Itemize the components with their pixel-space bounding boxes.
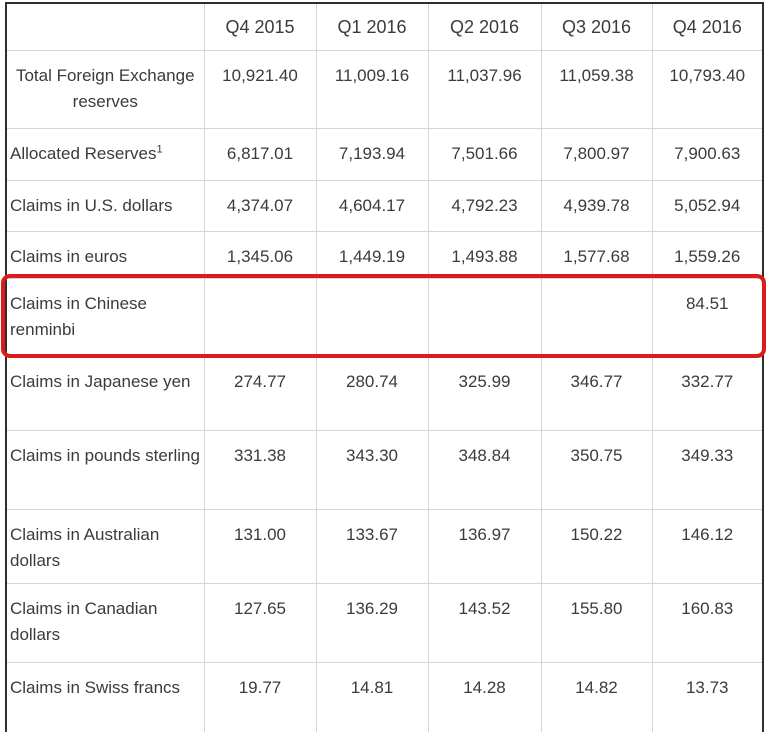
cell-value: 6,817.01 [203, 128, 317, 181]
header-row: Q4 2015 Q1 2016 Q2 2016 Q3 2016 Q4 2016 [5, 2, 764, 51]
cell-value: 127.65 [203, 583, 317, 663]
row-label: Claims in Chinese renminbi [5, 278, 205, 357]
cell-value: 13.73 [651, 662, 764, 732]
cell-value [203, 278, 317, 357]
cell-value: 14.82 [540, 662, 653, 732]
column-header-q1-2016: Q1 2016 [315, 2, 429, 51]
table-row-allocated-reserves: Allocated Reserves1 6,817.01 7,193.94 7,… [5, 128, 764, 181]
cell-value: 5,052.94 [651, 180, 764, 232]
cell-value: 1,449.19 [315, 231, 429, 279]
cell-value: 7,900.63 [651, 128, 764, 181]
row-label: Claims in Swiss francs [5, 662, 205, 732]
row-label: Allocated Reserves1 [5, 128, 205, 181]
cell-value: 10,793.40 [651, 50, 764, 129]
cell-value: 136.97 [427, 509, 542, 584]
cell-value: 331.38 [203, 430, 317, 510]
corner-cell [5, 2, 205, 51]
cell-value: 274.77 [203, 356, 317, 431]
cell-value: 343.30 [315, 430, 429, 510]
cell-value [315, 278, 429, 357]
cell-value: 1,345.06 [203, 231, 317, 279]
row-label: Claims in pounds sterling [5, 430, 205, 510]
row-label: Claims in U.S. dollars [5, 180, 205, 232]
cell-value: 1,577.68 [540, 231, 653, 279]
cell-value: 350.75 [540, 430, 653, 510]
row-label: Claims in euros [5, 231, 205, 279]
cell-value: 349.33 [651, 430, 764, 510]
cell-value: 1,559.26 [651, 231, 764, 279]
cell-value: 160.83 [651, 583, 764, 663]
table-row-euros: Claims in euros 1,345.06 1,449.19 1,493.… [5, 231, 764, 279]
table-row-japanese-yen: Claims in Japanese yen 274.77 280.74 325… [5, 356, 764, 431]
cell-value: 7,501.66 [427, 128, 542, 181]
cell-value: 19.77 [203, 662, 317, 732]
cell-value: 150.22 [540, 509, 653, 584]
row-label: Claims in Australian dollars [5, 509, 205, 584]
table-row-us-dollars: Claims in U.S. dollars 4,374.07 4,604.17… [5, 180, 764, 232]
cell-value: 348.84 [427, 430, 542, 510]
cell-value: 143.52 [427, 583, 542, 663]
cell-value: 14.28 [427, 662, 542, 732]
column-header-q2-2016: Q2 2016 [427, 2, 542, 51]
cell-value: 332.77 [651, 356, 764, 431]
row-label-text: Allocated Reserves [10, 144, 157, 163]
row-label: Claims in Japanese yen [5, 356, 205, 431]
cell-value: 4,939.78 [540, 180, 653, 232]
cell-value: 14.81 [315, 662, 429, 732]
cell-value: 280.74 [315, 356, 429, 431]
cell-value [540, 278, 653, 357]
column-header-q4-2015: Q4 2015 [203, 2, 317, 51]
cell-value: 131.00 [203, 509, 317, 584]
table-row-chinese-renminbi: Claims in Chinese renminbi 84.51 [5, 278, 764, 357]
cell-value [427, 278, 542, 357]
cell-value: 136.29 [315, 583, 429, 663]
cell-value: 146.12 [651, 509, 764, 584]
fx-reserves-table: Q4 2015 Q1 2016 Q2 2016 Q3 2016 Q4 2016 … [5, 2, 764, 732]
cell-value: 4,792.23 [427, 180, 542, 232]
table-row-total-reserves: Total Foreign Exchange reserves 10,921.4… [5, 50, 764, 129]
table-row-australian-dollars: Claims in Australian dollars 131.00 133.… [5, 509, 764, 584]
table-row-canadian-dollars: Claims in Canadian dollars 127.65 136.29… [5, 583, 764, 663]
row-label: Total Foreign Exchange reserves [5, 50, 205, 129]
cell-value: 325.99 [427, 356, 542, 431]
cell-value: 84.51 [651, 278, 764, 357]
table-row-pounds-sterling: Claims in pounds sterling 331.38 343.30 … [5, 430, 764, 510]
cell-value: 7,800.97 [540, 128, 653, 181]
cell-value: 155.80 [540, 583, 653, 663]
cell-value: 11,037.96 [427, 50, 542, 129]
cell-value: 11,059.38 [540, 50, 653, 129]
column-header-q4-2016: Q4 2016 [651, 2, 764, 51]
cell-value: 1,493.88 [427, 231, 542, 279]
cell-value: 4,374.07 [203, 180, 317, 232]
cell-value: 346.77 [540, 356, 653, 431]
cell-value: 7,193.94 [315, 128, 429, 181]
cell-value: 10,921.40 [203, 50, 317, 129]
column-header-q3-2016: Q3 2016 [540, 2, 653, 51]
cell-value: 11,009.16 [315, 50, 429, 129]
cell-value: 4,604.17 [315, 180, 429, 232]
row-label: Claims in Canadian dollars [5, 583, 205, 663]
cell-value: 133.67 [315, 509, 429, 584]
table-row-swiss-francs: Claims in Swiss francs 19.77 14.81 14.28… [5, 662, 764, 732]
footnote-marker: 1 [156, 143, 163, 156]
